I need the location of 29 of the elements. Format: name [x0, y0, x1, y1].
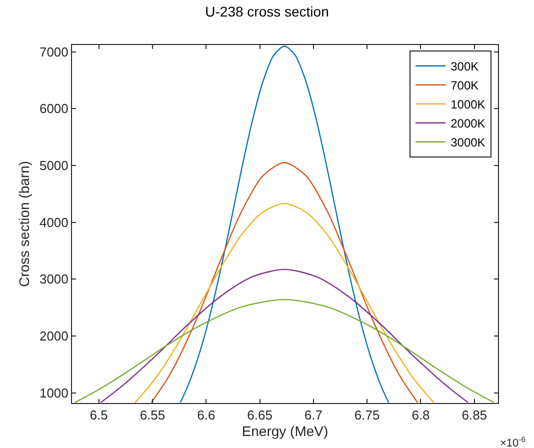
x-tick-label: 6.65 — [247, 408, 272, 423]
legend-label: 3000K — [450, 136, 486, 150]
line-series — [150, 162, 418, 403]
legend-label: 2000K — [450, 116, 486, 131]
y-tick-label: 4000 — [39, 214, 68, 230]
y-tick-label: 7000 — [39, 44, 68, 60]
legend-label: 1000K — [450, 98, 486, 112]
line-series — [134, 202, 434, 403]
x-tick-label: 6.5 — [90, 408, 108, 423]
y-tick-label: 1000 — [39, 385, 68, 400]
y-tick-label: 2000 — [39, 328, 68, 344]
legend-label: 300K — [450, 60, 479, 74]
x-tick-label: 6.8 — [412, 408, 430, 423]
x-tick-label: 6.75 — [354, 408, 380, 423]
x-tick-label: 6.55 — [140, 408, 166, 423]
line-series — [100, 268, 469, 403]
x-tick-label: 6.7 — [304, 408, 322, 423]
chart-title: U-238 cross section — [205, 4, 329, 20]
y-tick-label: 3000 — [39, 272, 68, 287]
text: ×10$^{-6}$ — [500, 435, 526, 448]
x-tick-label: 6.85 — [462, 408, 488, 423]
line-series — [180, 46, 390, 403]
legend-label: 700K — [450, 78, 479, 93]
line-series — [74, 298, 494, 403]
x-tick-label: 6.6 — [197, 408, 216, 423]
y-tick-label: 6000 — [39, 101, 68, 116]
y-tick-label: 5000 — [39, 158, 68, 174]
x-axis-title: Energy (MeV) — [242, 422, 328, 439]
y-axis-title: Cross section (barn) — [16, 160, 32, 288]
